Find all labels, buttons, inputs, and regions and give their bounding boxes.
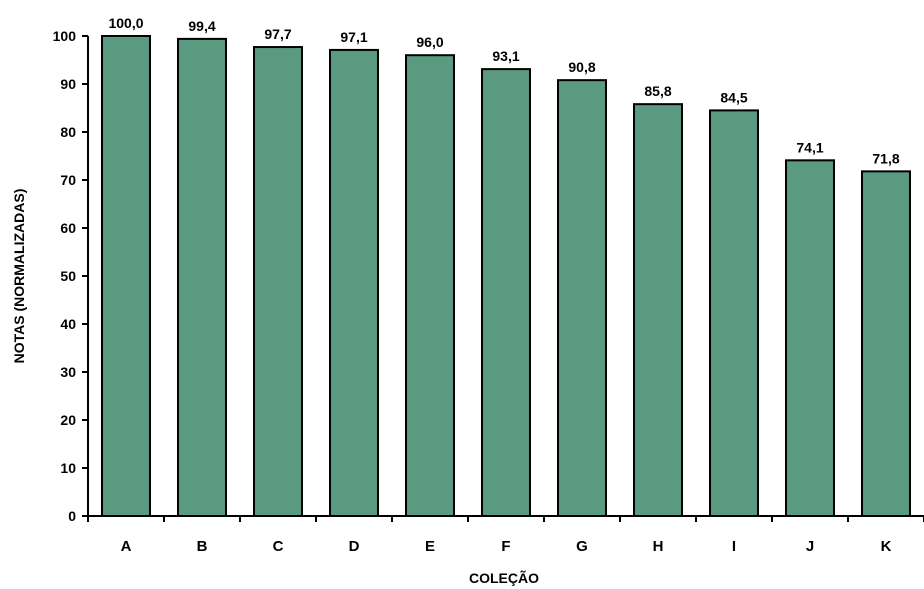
data-labels-group: 100,0 99,4 97,7 97,1 96,0 93,1 90,8 85,8 84,5 74,… bbox=[108, 15, 899, 166]
data-label-f: 93,1 bbox=[492, 48, 519, 64]
data-label-i: 84,5 bbox=[720, 89, 747, 105]
y-tick-label: 70 bbox=[60, 172, 76, 188]
y-axis: 0 10 20 30 40 50 60 70 80 90 100 bbox=[53, 28, 89, 524]
y-tick-label: 50 bbox=[60, 268, 76, 284]
category-label-d: D bbox=[349, 538, 360, 555]
category-label-e: E bbox=[425, 538, 435, 555]
category-label-b: B bbox=[197, 538, 208, 555]
y-tick-label: 100 bbox=[53, 28, 77, 44]
category-label-h: H bbox=[653, 538, 664, 555]
bar-j bbox=[785, 159, 835, 517]
y-tick-label: 10 bbox=[60, 460, 76, 476]
x-axis: A B C D E F G H I J K bbox=[87, 515, 924, 555]
category-label-a: A bbox=[121, 538, 132, 555]
data-label-e: 96,0 bbox=[416, 34, 443, 50]
category-label-c: C bbox=[273, 538, 284, 555]
data-label-g: 90,8 bbox=[568, 59, 595, 75]
y-tick-label: 40 bbox=[60, 316, 76, 332]
bar-i bbox=[709, 109, 759, 518]
x-axis-title: COLEÇÃO bbox=[469, 569, 539, 586]
y-axis-title: NOTAS (NORMALIZADAS) bbox=[11, 189, 27, 364]
category-label-f: F bbox=[501, 538, 510, 555]
data-label-d: 97,1 bbox=[340, 29, 367, 45]
bar-h bbox=[633, 103, 683, 517]
bar-f bbox=[481, 68, 531, 518]
data-label-c: 97,7 bbox=[264, 26, 291, 42]
bar-c bbox=[253, 46, 303, 517]
bar-d bbox=[329, 48, 379, 517]
y-tick-label: 90 bbox=[60, 76, 76, 92]
y-tick-label: 80 bbox=[60, 124, 76, 140]
category-label-k: K bbox=[881, 538, 892, 555]
y-tick-label: 0 bbox=[68, 508, 76, 524]
bar-b bbox=[177, 37, 227, 517]
y-tick-label: 30 bbox=[60, 364, 76, 380]
data-label-h: 85,8 bbox=[644, 83, 671, 99]
data-label-b: 99,4 bbox=[188, 18, 215, 34]
bars-group bbox=[101, 35, 911, 518]
data-label-k: 71,8 bbox=[872, 150, 899, 166]
data-label-a: 100,0 bbox=[108, 15, 143, 31]
bar-g bbox=[557, 79, 607, 517]
bar-e bbox=[405, 54, 455, 517]
category-label-i: I bbox=[732, 538, 736, 555]
bar-k bbox=[861, 170, 911, 518]
data-label-j: 74,1 bbox=[796, 139, 823, 155]
category-label-j: J bbox=[806, 538, 814, 555]
bar-a bbox=[101, 35, 151, 517]
y-tick-label: 20 bbox=[60, 412, 76, 428]
y-tick-label: 60 bbox=[60, 220, 76, 236]
category-label-g: G bbox=[576, 538, 588, 555]
